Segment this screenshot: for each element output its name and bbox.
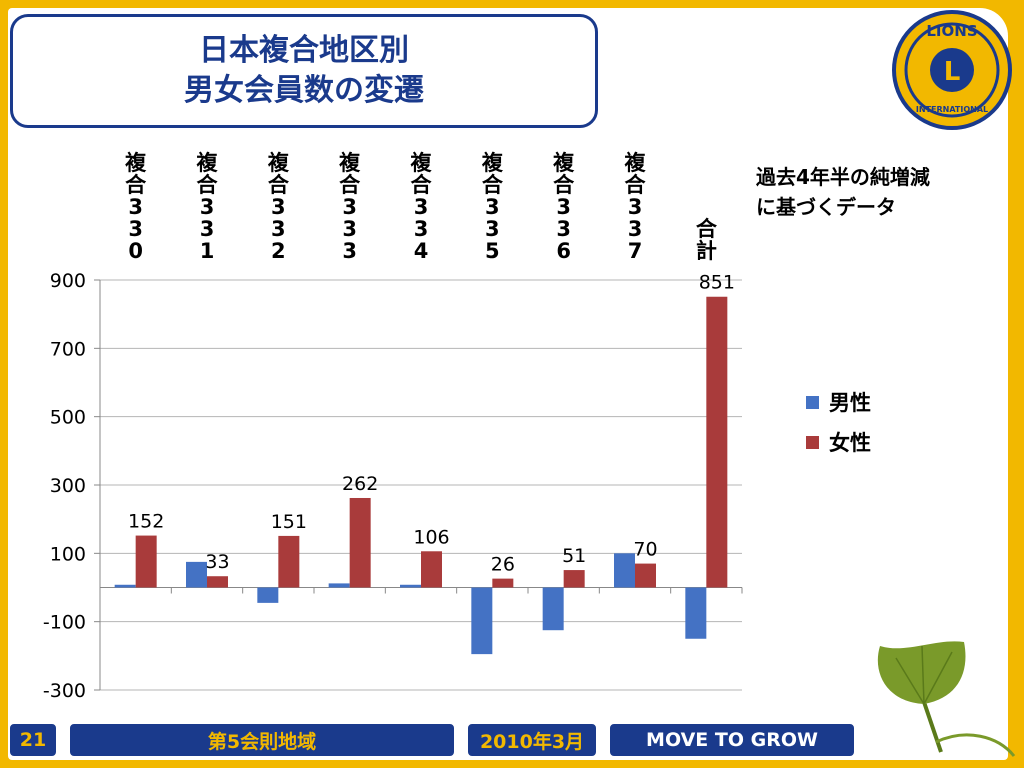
- chart-note: 過去4年半の純増減 に基づくデータ: [756, 162, 930, 222]
- chart-bars: [114, 296, 728, 655]
- bar-male: [400, 584, 421, 588]
- footer-region: 第5会則地域: [207, 730, 317, 753]
- bar-male: [685, 587, 707, 639]
- bar-female: [207, 576, 228, 588]
- president-title: 国際会長: [670, 51, 714, 64]
- note-line-1: 過去4年半の純増減: [756, 165, 930, 189]
- data-label: 26: [491, 554, 515, 576]
- y-tick-label: 500: [50, 407, 86, 429]
- president-name: エバハルト J. ヴィルフス: [670, 25, 879, 45]
- legend-swatch-male: [806, 395, 819, 409]
- data-label: 70: [633, 539, 657, 561]
- title-line-1: 日本複合地区別: [199, 33, 409, 68]
- chart-legend: 男性 女性: [806, 382, 871, 462]
- bar-male: [614, 553, 635, 588]
- legend-label-female: 女性: [829, 431, 871, 455]
- bar-male: [114, 584, 136, 588]
- data-label: 33: [205, 551, 229, 573]
- category-label: 複合 3 3 5: [481, 151, 504, 263]
- chart-gridlines: [94, 279, 743, 691]
- bar-female: [492, 578, 514, 588]
- bar-female: [349, 497, 371, 588]
- bar-female: [135, 535, 157, 588]
- page-number: 21: [19, 729, 47, 751]
- category-label: 複合 3 3 4: [410, 151, 433, 263]
- footer-slogan-box: MOVE TO GROW: [608, 722, 856, 758]
- category-label: 複合 3 3 6: [552, 151, 575, 263]
- category-label: 合計: [696, 217, 718, 263]
- footer-date: 2010年3月: [479, 730, 585, 753]
- y-tick-label: -300: [43, 680, 86, 702]
- content-panel: [8, 8, 1008, 760]
- header-text: エバハルト J. ヴィルフス 国際会長: [670, 20, 879, 65]
- y-tick-label: 100: [50, 543, 86, 565]
- note-line-2: に基づくデータ: [756, 195, 896, 219]
- y-tick-label: 300: [50, 475, 86, 497]
- y-tick-label: 700: [50, 338, 86, 360]
- chart-labels: 900 700 500 300 100 -100 -300 複合 3 3 0 152 複合 3 3 1 33 複合…: [43, 151, 735, 702]
- legend-entry-male: 男性: [806, 382, 871, 422]
- bar-female: [563, 570, 585, 588]
- data-label: 51: [562, 545, 586, 567]
- bar-male: [186, 561, 207, 588]
- data-label: 106: [413, 526, 449, 548]
- logo-letter: L: [944, 57, 961, 87]
- legend-swatch-female: [806, 435, 819, 449]
- category-label: 複合 3 3 0: [124, 151, 147, 263]
- legend-label-male: 男性: [829, 391, 871, 415]
- title-line-2: 男女会員数の変遷: [184, 73, 424, 108]
- bar-male: [471, 587, 493, 655]
- bar-female: [278, 535, 300, 588]
- bar-female: [635, 563, 656, 588]
- y-tick-label: 900: [50, 270, 86, 292]
- footer-date-box: 2010年3月: [466, 722, 598, 758]
- bar-male: [328, 583, 350, 588]
- logo-text-bottom: INTERNATIONAL: [916, 105, 988, 114]
- bar-male: [257, 587, 279, 603]
- logo-text-top: LIONS: [926, 22, 977, 40]
- bar-female: [706, 296, 728, 588]
- category-label: 複合 3 3 3: [338, 151, 361, 263]
- legend-entry-female: 女性: [806, 422, 871, 462]
- data-label: 151: [271, 511, 307, 533]
- footer-slogan: MOVE TO GROW: [646, 729, 818, 751]
- data-label: 152: [128, 511, 164, 533]
- category-label: 複合 3 3 7: [624, 151, 647, 263]
- bar-female: [421, 551, 442, 588]
- footer-region-box: 第5会則地域: [68, 722, 456, 758]
- lions-logo-icon: LIONS L INTERNATIONAL: [892, 10, 1012, 130]
- ginkgo-leaf-icon: [877, 641, 1016, 757]
- y-tick-label: -100: [43, 612, 86, 634]
- category-label: 複合 3 3 2: [267, 151, 290, 263]
- slide-title: 日本複合地区別 男女会員数の変遷: [10, 14, 598, 128]
- data-label: 851: [699, 272, 735, 294]
- category-label: 複合 3 3 1: [196, 151, 219, 263]
- page-number-box: 21: [8, 722, 58, 758]
- bar-male: [542, 587, 564, 631]
- data-label: 262: [342, 473, 378, 495]
